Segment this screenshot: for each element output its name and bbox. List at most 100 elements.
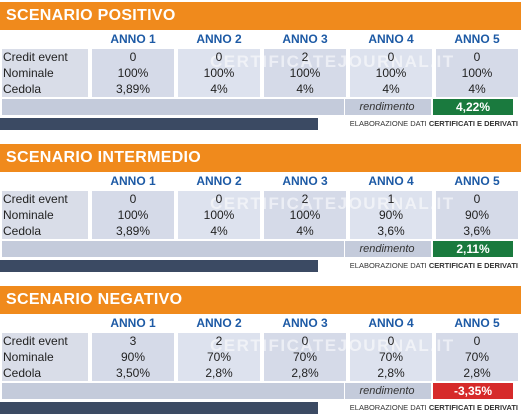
cell-value: 2,8% xyxy=(291,366,319,380)
label-column-bg xyxy=(2,49,88,97)
year-header: ANNO 5 xyxy=(454,32,500,46)
table-row: Cedola 3,50% 2,8% 2,8% 2,8% 2,8% xyxy=(0,366,521,381)
cell-value: 100% xyxy=(117,208,149,222)
row-label: Credit event xyxy=(3,334,68,348)
year-column-bg xyxy=(178,191,260,239)
cell-value: 2,8% xyxy=(205,366,233,380)
title-bar-extension xyxy=(479,2,521,30)
year-header: ANNO 4 xyxy=(368,316,414,330)
cell-value: 4% xyxy=(296,82,314,96)
year-header: ANNO 2 xyxy=(196,32,242,46)
year-header: ANNO 5 xyxy=(454,174,500,188)
rendimento-label-bg xyxy=(345,99,431,115)
footer-credit: ELABORAZIONE DATI CERTIFICATI E DERIVATI xyxy=(318,118,518,130)
cell-value: 0 xyxy=(387,334,395,348)
watermark-text: CERTIFICATEJOURNAL.IT xyxy=(210,336,455,355)
table-row: Cedola 3,89% 4% 4% 3,6% 3,6% xyxy=(0,224,521,239)
year-header: ANNO 4 xyxy=(368,174,414,188)
row-label: Cedola xyxy=(3,224,42,238)
cell-value: 100% xyxy=(289,208,321,222)
year-column-bg xyxy=(350,191,432,239)
scenario-title: SCENARIO NEGATIVO xyxy=(0,286,479,314)
title-bar-extension xyxy=(479,286,521,314)
year-header: ANNO 2 xyxy=(196,316,242,330)
cell-value: 4% xyxy=(382,82,400,96)
title-bar-extension xyxy=(479,144,521,172)
scenario-block: SCENARIO NEGATIVO ANNO 1 ANNO 2 ANNO 3 ANNO … xyxy=(0,286,521,418)
cell-value: 100% xyxy=(461,66,493,80)
footer-prefix: ELABORAZIONE DATI xyxy=(349,261,429,270)
cell-value: 0 xyxy=(387,50,395,64)
year-column-bg xyxy=(350,49,432,97)
cell-value: 3,6% xyxy=(377,224,405,238)
footer-source: CERTIFICATI E DERIVATI xyxy=(428,119,518,128)
year-column-bg xyxy=(264,333,346,381)
footer-source: CERTIFICATI E DERIVATI xyxy=(428,261,518,270)
cell-value: 0 xyxy=(473,50,481,64)
cell-value: 0 xyxy=(473,192,481,206)
footer-bar: ELABORAZIONE DATI CERTIFICATI E DERIVATI xyxy=(0,402,521,414)
table-background xyxy=(0,333,521,381)
table-background xyxy=(0,191,521,239)
cell-value: 3,89% xyxy=(115,82,151,96)
table-row: Credit event 0 0 2 0 0 xyxy=(0,50,521,65)
rendimento-row-bg xyxy=(2,99,344,115)
rendimento-value: 4,22% xyxy=(433,99,513,115)
year-header: ANNO 5 xyxy=(454,316,500,330)
cell-value: 2,8% xyxy=(377,366,405,380)
cell-value: 3,6% xyxy=(463,224,491,238)
cell-value: 70% xyxy=(206,350,232,364)
footer-dark-strip xyxy=(0,118,318,130)
label-column-bg xyxy=(2,333,88,381)
year-header: ANNO 4 xyxy=(368,32,414,46)
year-column-bg xyxy=(92,191,174,239)
rendimento-label-bg xyxy=(345,383,431,399)
cell-value: 0 xyxy=(129,50,137,64)
cell-value: 0 xyxy=(215,50,223,64)
year-column-bg xyxy=(92,49,174,97)
cell-value: 0 xyxy=(129,192,137,206)
scenario-block: SCENARIO POSITIVO ANNO 1 ANNO 2 ANNO 3 ANNO … xyxy=(0,2,521,134)
year-column-bg xyxy=(92,333,174,381)
cell-value: 100% xyxy=(375,66,407,80)
cell-value: 4% xyxy=(296,224,314,238)
cell-value: 2,8% xyxy=(463,366,491,380)
rendimento-row: rendimento 2,11% xyxy=(0,241,521,257)
cell-value: 4% xyxy=(468,82,486,96)
table-row: Credit event 3 2 0 0 0 xyxy=(0,334,521,349)
year-header: ANNO 1 xyxy=(110,174,156,188)
row-label: Cedola xyxy=(3,366,42,380)
cell-value: 90% xyxy=(120,350,146,364)
cell-value: 70% xyxy=(378,350,404,364)
year-header: ANNO 1 xyxy=(110,32,156,46)
cell-value: 90% xyxy=(378,208,404,222)
scenario-title: SCENARIO INTERMEDIO xyxy=(0,144,479,172)
cell-value: 4% xyxy=(210,224,228,238)
watermark-text: CERTIFICATEJOURNAL.IT xyxy=(210,194,455,213)
year-header-row: ANNO 1 ANNO 2 ANNO 3 ANNO 4 ANNO 5 xyxy=(0,174,521,189)
cell-value: 3,89% xyxy=(115,224,151,238)
footer-source: CERTIFICATI E DERIVATI xyxy=(428,403,518,412)
cell-value: 90% xyxy=(464,208,490,222)
cell-value: 100% xyxy=(203,66,235,80)
year-column-bg xyxy=(178,49,260,97)
footer-bar: ELABORAZIONE DATI CERTIFICATI E DERIVATI xyxy=(0,260,521,272)
rendimento-value: 2,11% xyxy=(433,241,513,257)
table-row: Nominale 90% 70% 70% 70% 70% xyxy=(0,350,521,365)
year-column-bg xyxy=(436,191,518,239)
year-header: ANNO 3 xyxy=(282,316,328,330)
year-column-bg xyxy=(178,333,260,381)
table-row: Nominale 100% 100% 100% 100% 100% xyxy=(0,66,521,81)
cell-value: 70% xyxy=(292,350,318,364)
rendimento-label: rendimento xyxy=(359,243,415,255)
cell-value: 0 xyxy=(473,334,481,348)
footer-dark-strip xyxy=(0,260,318,272)
rendimento-row: rendimento -3,35% xyxy=(0,383,521,399)
cell-value: 2 xyxy=(301,192,309,206)
table-background xyxy=(0,49,521,97)
cell-value: 4% xyxy=(210,82,228,96)
rendimento-row-bg xyxy=(2,383,344,399)
footer-credit: ELABORAZIONE DATI CERTIFICATI E DERIVATI xyxy=(318,260,518,272)
year-column-bg xyxy=(264,49,346,97)
year-header: ANNO 1 xyxy=(110,316,156,330)
